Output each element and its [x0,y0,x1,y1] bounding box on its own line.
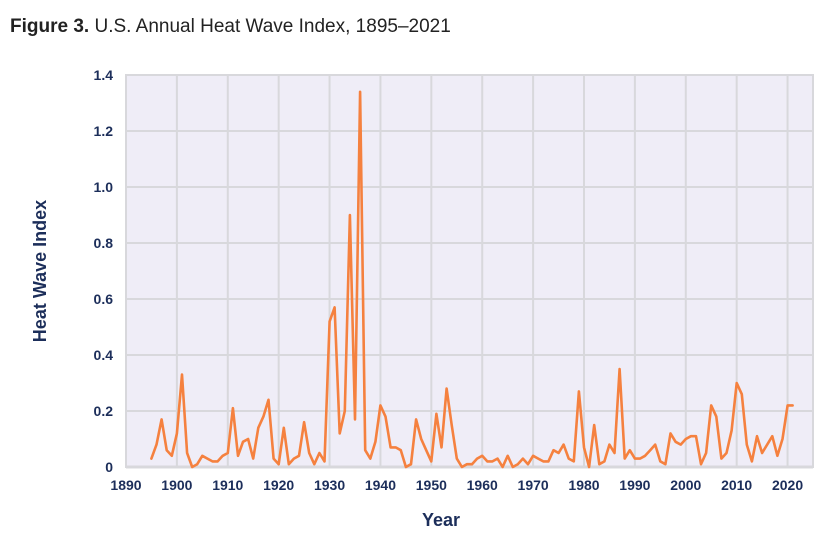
x-tick-label: 1940 [365,477,396,493]
y-tick-label: 0.8 [94,235,114,251]
y-axis-ticks: 0 0.2 0.4 0.6 0.8 1.0 1.2 1.4 [94,67,114,475]
x-tick-label: 1910 [212,477,243,493]
x-tick-label: 1930 [314,477,345,493]
y-tick-label: 1.0 [94,179,114,195]
plot-area [125,74,814,468]
y-axis-label: Heat Wave Index [30,200,50,342]
x-tick-label: 1970 [518,477,549,493]
figure-title: Figure 3. U.S. Annual Heat Wave Index, 1… [10,16,451,38]
y-tick-label: 0.4 [94,347,114,363]
y-tick-label: 0 [105,459,113,475]
data-points [151,91,793,468]
x-tick-label: 2000 [670,477,701,493]
figure-caption: U.S. Annual Heat Wave Index, 1895–2021 [94,16,451,37]
x-tick-label: 1920 [263,477,294,493]
y-tick-label: 1.2 [94,123,114,139]
grid-lines [126,74,813,469]
x-axis-label: Year [422,510,460,530]
x-tick-label: 1890 [110,477,141,493]
y-tick-label: 0.2 [94,403,114,419]
figure-label: Figure 3. [10,16,90,37]
x-tick-label: 2010 [721,477,752,493]
x-axis-ticks: 1890 1900 1910 1920 1930 1940 1950 1960 1970 1980… [110,477,803,493]
series-line-heat-wave-index [150,90,794,469]
x-tick-label: 2020 [772,477,803,493]
x-tick-label: 1980 [568,477,599,493]
x-tick-label: 1990 [619,477,650,493]
x-tick-label: 1960 [467,477,498,493]
x-tick-label: 1900 [161,477,192,493]
x-tick-label: 1950 [416,477,447,493]
y-tick-label: 0.6 [94,291,114,307]
y-tick-label: 1.4 [94,67,114,83]
